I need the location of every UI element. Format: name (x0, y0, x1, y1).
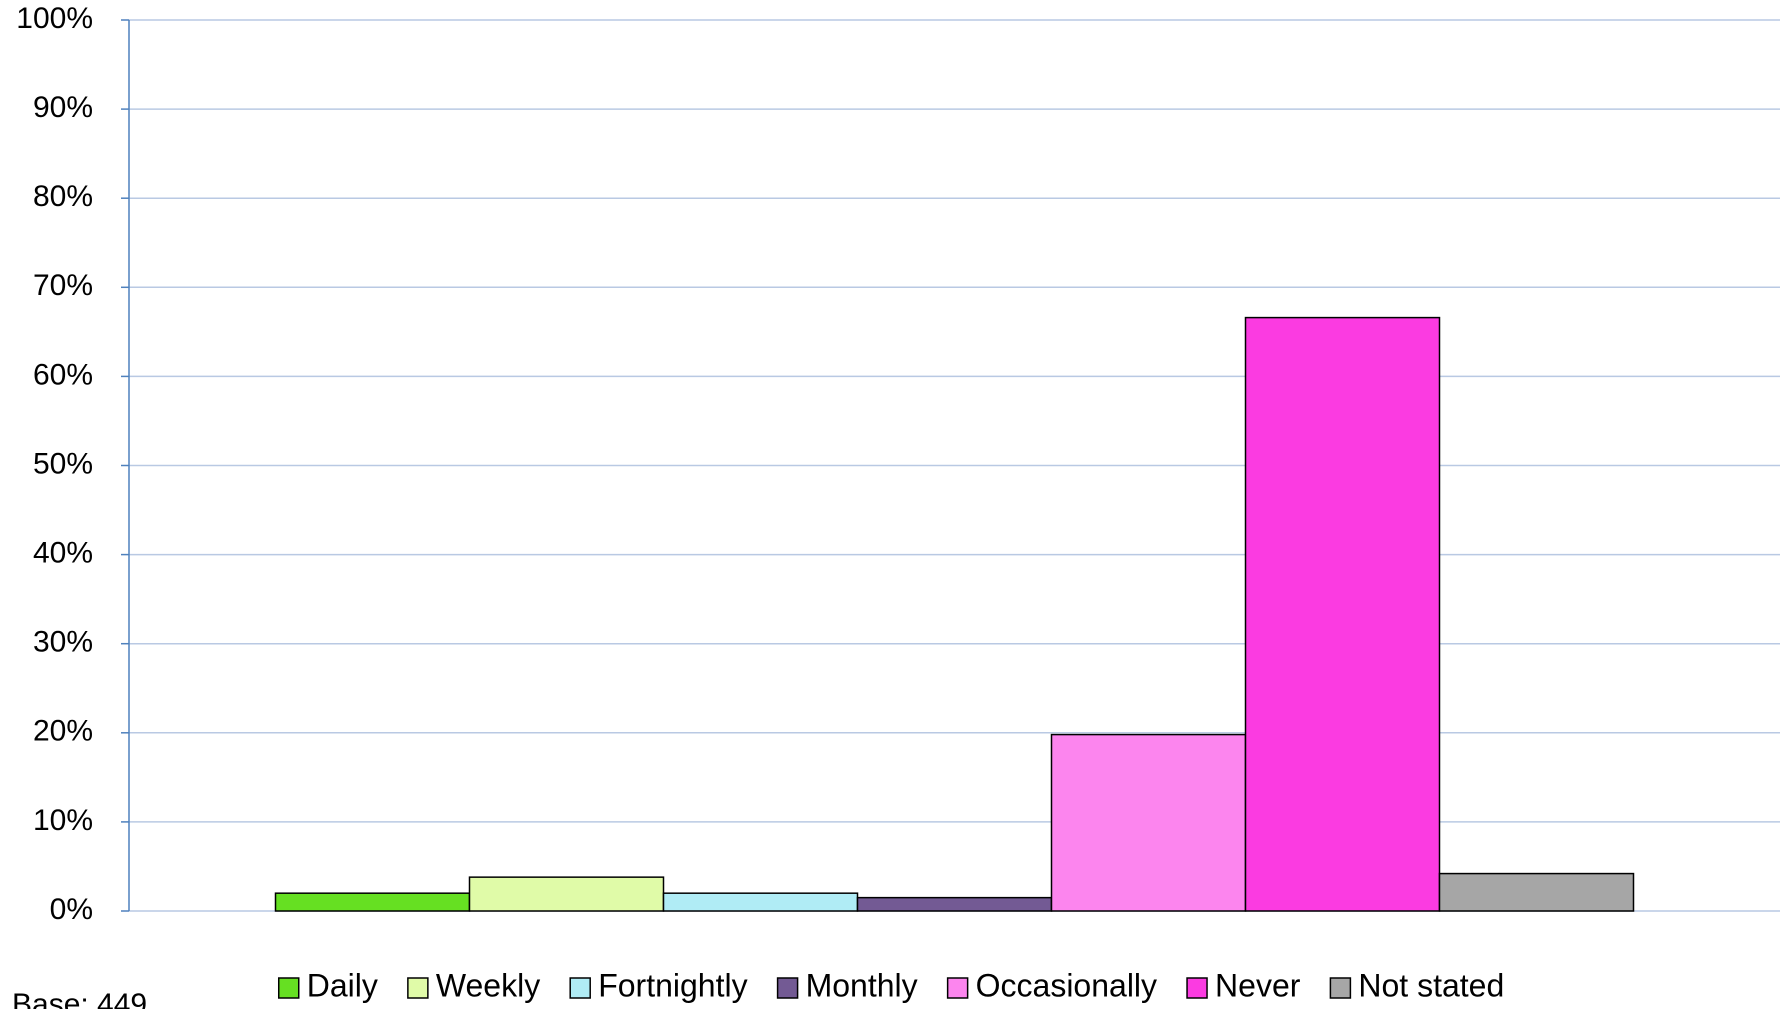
legend-swatch (277, 977, 300, 999)
legend-swatch (569, 977, 591, 999)
bar (274, 892, 471, 912)
y-tick-label: 0% (50, 893, 93, 926)
y-tick-label: 50% (33, 447, 93, 480)
y-tick-label: 10% (33, 804, 93, 837)
legend: Daily Weekly Fortnightly Monthly Occasionall… (277, 967, 1504, 1003)
legend-label: Weekly (436, 967, 540, 1003)
y-tick-label: 80% (33, 180, 93, 213)
legend-swatch (776, 977, 799, 999)
bar (468, 876, 665, 912)
bar (1244, 316, 1441, 912)
legend-label: Fortnightly (598, 967, 747, 1003)
y-tick-label: 40% (33, 537, 93, 570)
bar (856, 896, 1053, 912)
legend-label: Daily (307, 967, 378, 1003)
legend-label: Monthly (806, 967, 918, 1003)
base-note: Base: 449 (12, 988, 147, 1009)
legend-swatch (407, 977, 429, 999)
bar (1050, 733, 1247, 912)
legend-label: Never (1215, 967, 1301, 1003)
bar (1438, 872, 1635, 912)
legend-swatch (1186, 977, 1208, 999)
y-tick-label: 30% (33, 626, 93, 659)
y-tick-label: 100% (16, 2, 93, 35)
y-tick-label: 60% (33, 358, 93, 391)
legend-label: Occasionally (976, 967, 1157, 1003)
y-tick-label: 70% (33, 269, 93, 302)
y-tick-label: 90% (33, 91, 93, 124)
legend-label: Not stated (1358, 967, 1504, 1003)
y-tick-label: 20% (33, 715, 93, 748)
legend-swatch (1329, 977, 1352, 999)
bar (662, 892, 859, 912)
legend-swatch (946, 977, 969, 999)
